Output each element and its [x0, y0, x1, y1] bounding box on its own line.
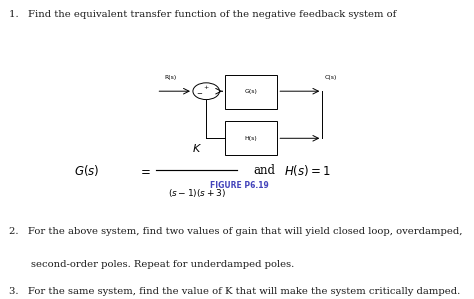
Text: second-order poles. Repeat for underdamped poles.: second-order poles. Repeat for underdamp…	[31, 260, 294, 269]
Text: 3.   For the same system, find the value of K that will make the system critical: 3. For the same system, find the value o…	[9, 287, 461, 296]
Text: FIGURE P6.19: FIGURE P6.19	[210, 181, 269, 190]
Text: $G(s)$: $G(s)$	[74, 163, 100, 178]
Text: and: and	[254, 164, 275, 177]
Text: G(s): G(s)	[245, 89, 258, 94]
Text: 2.   For the above system, find two values of gain that will yield closed loop, : 2. For the above system, find two values…	[9, 227, 463, 236]
FancyBboxPatch shape	[225, 121, 277, 155]
Text: C(s): C(s)	[325, 75, 337, 80]
Text: 1.   Find the equivalent transfer function of the negative feedback system of: 1. Find the equivalent transfer function…	[9, 10, 397, 19]
Text: R(s): R(s)	[164, 75, 177, 80]
Text: $(s-1)(s+3)$: $(s-1)(s+3)$	[168, 187, 226, 199]
Text: +: +	[203, 85, 209, 90]
Text: $=$: $=$	[138, 164, 151, 177]
Text: −: −	[196, 91, 202, 97]
Text: H(s): H(s)	[245, 136, 257, 141]
Text: $H(s)=1$: $H(s)=1$	[284, 163, 331, 178]
Text: $K$: $K$	[191, 142, 202, 154]
FancyBboxPatch shape	[225, 75, 277, 109]
